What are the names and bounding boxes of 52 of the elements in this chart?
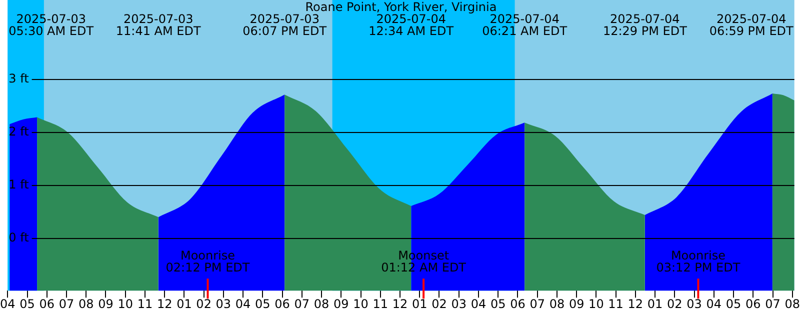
x-tick-label: 03	[451, 296, 467, 311]
x-tick-label: 12	[156, 296, 172, 311]
x-tick-label: 06	[746, 296, 761, 311]
x-tick-label: 11	[372, 296, 388, 311]
x-tick-label: 10	[588, 296, 604, 311]
x-tick-label: 02	[667, 296, 682, 311]
y-tick-label: 1 ft	[8, 178, 30, 192]
x-tick-label: 05	[255, 296, 270, 311]
x-tick-label: 05	[490, 296, 506, 311]
ref-line-label: Moonrise 02:12 PM EDT	[166, 248, 250, 275]
x-tick-label: 10	[118, 296, 133, 311]
annotation: 2025-07-04 12:34 AM EDT	[368, 12, 454, 38]
x-tick-label: 06	[39, 296, 55, 311]
x-tick-label: 11	[137, 296, 153, 311]
y-tick-label: 0 ft	[8, 230, 30, 245]
x-tick-label: 01	[176, 296, 192, 311]
x-tick-label: 07	[765, 296, 780, 311]
x-tick-label: 08	[784, 296, 800, 311]
x-tick-label: 02	[432, 296, 447, 311]
x-tick-label: 12	[392, 296, 408, 311]
x-tick-label: 09	[334, 296, 349, 311]
x-tick-label: 06	[274, 296, 290, 311]
x-tick-label: 04	[706, 296, 722, 311]
x-tick-label: 05	[20, 296, 35, 311]
x-tick-label: 11	[608, 296, 624, 311]
x-tick-label: 08	[78, 296, 94, 311]
x-tick-label: 12	[628, 296, 644, 311]
x-tick-label: 05	[726, 296, 742, 311]
x-tick-label: 07	[58, 296, 74, 311]
x-tick-label: 09	[98, 296, 114, 311]
annotation: 2025-07-03 11:41 AM EDT	[116, 12, 202, 38]
x-tick-label: 08	[314, 296, 330, 311]
x-tick-label: 06	[510, 296, 526, 311]
x-tick-label: 04	[0, 296, 16, 311]
x-tick-label: 02	[196, 296, 212, 311]
x-tick-label: 01	[412, 296, 428, 311]
x-tick-label: 04	[235, 296, 251, 311]
annotation: 2025-07-04 12:29 PM EDT	[602, 12, 688, 38]
annotation: 2025-07-03 06:07 PM EDT	[242, 12, 328, 38]
ref-line-label: Moonrise 03:12 PM EDT	[656, 248, 741, 275]
y-tick-label: 2 ft	[8, 124, 30, 139]
x-tick-label: 07	[530, 296, 545, 311]
x-tick-label: 08	[549, 296, 565, 311]
x-tick-label: 09	[568, 296, 584, 311]
y-tick-label: 3 ft	[8, 72, 30, 86]
x-tick-label: 07	[294, 296, 310, 311]
annotation: 2025-07-04 06:59 PM EDT	[709, 12, 794, 38]
x-tick-label: 03	[686, 296, 702, 311]
x-tick-label: 10	[353, 296, 368, 311]
x-tick-label: 04	[470, 296, 486, 311]
x-tick-label: 01	[647, 296, 663, 311]
x-tick-label: 03	[216, 296, 232, 311]
